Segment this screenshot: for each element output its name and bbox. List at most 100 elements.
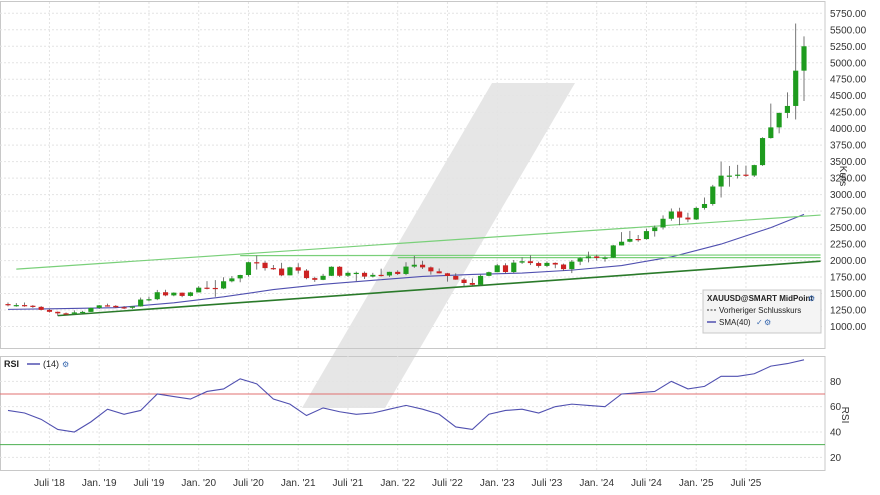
candle-up xyxy=(619,241,625,246)
price-tick-label: 1000.00 xyxy=(830,322,867,333)
price-tick-label: 4500.00 xyxy=(830,91,867,102)
candle-down xyxy=(502,265,509,273)
candle-up xyxy=(718,175,724,187)
price-tick-label: 5500.00 xyxy=(830,25,867,36)
candle-down xyxy=(113,305,119,308)
candle-up xyxy=(196,287,202,293)
candle-down xyxy=(46,309,53,312)
candle-up xyxy=(585,256,591,259)
price-tick-label: 4250.00 xyxy=(830,108,867,119)
price-panel-frame xyxy=(0,1,826,349)
legend-entry: SMA(40) xyxy=(719,318,751,327)
candle-up xyxy=(801,46,807,71)
price-tick-label: 3000.00 xyxy=(830,190,867,201)
sma-layer xyxy=(7,213,805,310)
candle-up xyxy=(726,175,732,177)
candle-down xyxy=(560,264,567,270)
price-tick-label: 2000.00 xyxy=(830,256,867,267)
x-tick-label: Juli '21 xyxy=(333,478,364,489)
candle-up xyxy=(138,299,144,307)
candle-up xyxy=(519,261,525,263)
candle-down xyxy=(104,305,111,307)
candle-up xyxy=(353,272,359,275)
trendline xyxy=(240,254,821,257)
candle-up xyxy=(96,305,102,308)
candle-up xyxy=(759,138,766,166)
rsi-tick-label: 80 xyxy=(830,377,842,388)
candle-up xyxy=(668,211,674,219)
x-tick-label: Juli '18 xyxy=(34,478,65,489)
legend-title: XAUUSD@SMART MidPoint xyxy=(707,294,813,303)
price-tick-label: 4750.00 xyxy=(830,75,867,86)
candle-down xyxy=(436,271,442,274)
price-tick-label: 5000.00 xyxy=(830,58,867,69)
candle-down xyxy=(685,217,691,220)
candle-up xyxy=(345,272,351,276)
candle-up xyxy=(643,231,650,240)
price-tick-label: 1750.00 xyxy=(830,273,867,284)
candle-up xyxy=(237,275,243,279)
candle-up xyxy=(486,272,492,276)
candle-up xyxy=(154,292,160,300)
price-tick-label: 1500.00 xyxy=(830,289,867,300)
candle-down xyxy=(552,262,558,265)
candle-down xyxy=(295,267,301,271)
candle-down xyxy=(162,292,169,296)
candle-up xyxy=(187,292,193,296)
settings-icon: ⚙ xyxy=(764,318,771,327)
candle-up xyxy=(793,70,799,106)
candle-up xyxy=(88,307,94,312)
x-tick-label: Jan. '19 xyxy=(82,478,117,489)
candle-up xyxy=(710,186,716,204)
settings-icon: ⚙ xyxy=(808,294,815,303)
price-tick-label: 5250.00 xyxy=(830,42,867,53)
candle-down xyxy=(5,304,11,306)
price-tick-label: 3500.00 xyxy=(830,157,867,168)
price-tick-label: 3250.00 xyxy=(830,174,867,185)
candle-up xyxy=(229,278,235,282)
candle-down xyxy=(270,268,276,270)
rsi-layer xyxy=(7,359,805,433)
watermark xyxy=(302,83,575,408)
candle-up xyxy=(494,265,500,273)
candle-up xyxy=(146,299,152,301)
rsi-legend-entry: (14) xyxy=(43,359,59,369)
candle-up xyxy=(693,207,699,220)
candle-down xyxy=(254,262,260,264)
candle-up xyxy=(71,312,77,314)
sma40-line xyxy=(7,213,805,310)
price-tick-label: 1250.00 xyxy=(830,306,867,317)
candle-up xyxy=(735,174,741,176)
candle-down xyxy=(30,305,36,307)
rsi-line xyxy=(7,359,805,433)
x-tick-label: Jan. '20 xyxy=(181,478,216,489)
candle-down xyxy=(303,270,310,279)
candle-down xyxy=(677,211,683,218)
candle-down xyxy=(469,282,475,285)
price-tick-label: 2750.00 xyxy=(830,207,867,218)
candle-down xyxy=(279,268,285,276)
rsi-legend-title: RSI xyxy=(4,359,19,369)
trendline xyxy=(57,260,821,317)
price-grid xyxy=(0,1,826,349)
candle-down xyxy=(536,263,542,266)
x-tick-label: Jan. '23 xyxy=(480,478,515,489)
legend-entry: Vorheriger Schlusskurs xyxy=(719,306,801,315)
rsi-tick-label: 60 xyxy=(830,402,842,413)
rsi-axis-title: RSI xyxy=(839,407,850,424)
candle-up xyxy=(221,281,227,289)
candle-up xyxy=(652,227,658,232)
candle-down xyxy=(121,307,127,309)
candle-down xyxy=(461,279,467,283)
candle-down xyxy=(262,262,268,269)
candle-down xyxy=(527,261,533,264)
price-tick-label: 3750.00 xyxy=(830,141,867,152)
candle-down xyxy=(63,313,69,315)
price-tick-label: 2500.00 xyxy=(830,223,867,234)
candle-up xyxy=(784,105,790,113)
x-tick-label: Juli '22 xyxy=(432,478,463,489)
candle-up xyxy=(544,262,550,266)
candle-up xyxy=(80,311,86,314)
price-tick-label: 5750.00 xyxy=(830,9,867,20)
